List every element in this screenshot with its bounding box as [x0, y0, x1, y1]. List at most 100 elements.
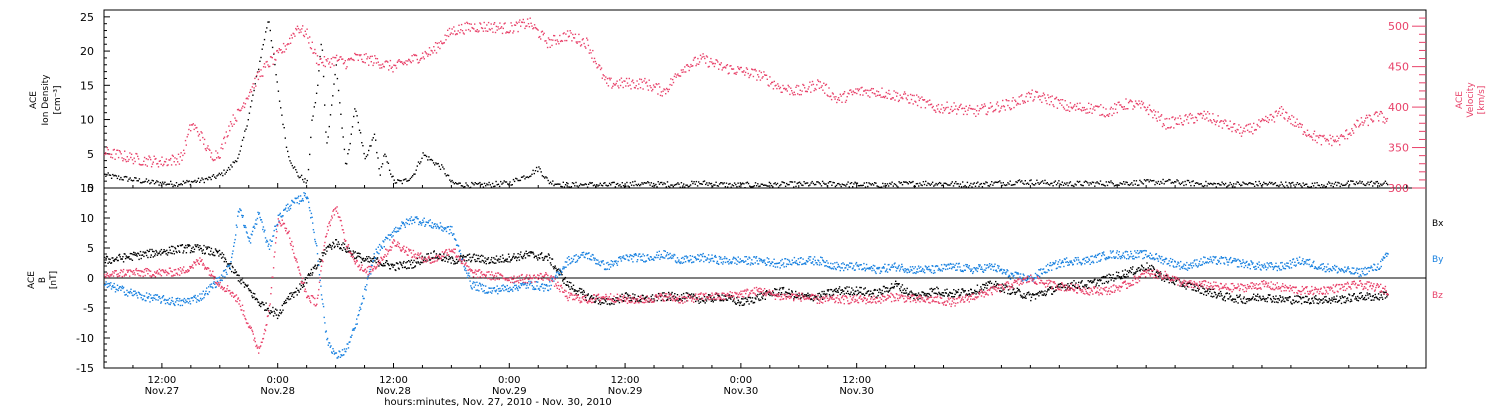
velocity-point — [1308, 133, 1310, 136]
velocity-point — [1050, 101, 1052, 103]
velocity-point — [283, 51, 286, 53]
velocity-point — [1157, 111, 1159, 113]
density-point — [994, 181, 996, 183]
b-point-bx — [1322, 298, 1324, 300]
b-point-bx — [676, 294, 679, 296]
velocity-point — [1232, 126, 1234, 128]
density-point — [869, 183, 871, 185]
density-point — [527, 176, 530, 179]
velocity-point — [135, 152, 137, 155]
velocity-point — [636, 80, 638, 82]
b-point-bx — [532, 253, 535, 255]
velocity-point — [995, 103, 998, 105]
velocity-point — [698, 63, 700, 65]
velocity-point — [653, 86, 656, 88]
density-point — [1339, 185, 1341, 188]
b-point-bx — [364, 258, 367, 260]
b-point-bx — [393, 264, 396, 266]
velocity-point — [1373, 113, 1376, 116]
density-point — [290, 162, 292, 164]
density-point — [481, 183, 483, 185]
b-point-bx — [334, 245, 336, 248]
b-point-by — [197, 295, 199, 297]
velocity-point — [519, 19, 521, 21]
density-point — [1345, 183, 1347, 186]
velocity-point — [344, 60, 346, 62]
b-point-by — [170, 299, 173, 302]
b-point-bx — [301, 286, 304, 288]
velocity-point — [1135, 102, 1138, 105]
velocity-point — [229, 129, 231, 132]
b-point-bx — [457, 260, 460, 262]
b-point-bx — [285, 299, 287, 302]
velocity-point — [1032, 100, 1034, 102]
b-point-bx — [237, 280, 240, 282]
b-point-by — [312, 222, 314, 224]
density-point — [247, 119, 249, 121]
b-point-bx — [148, 250, 150, 252]
velocity-point — [460, 29, 462, 31]
velocity-point — [797, 85, 800, 87]
b-point-bx — [1120, 276, 1122, 278]
b-point-bx — [965, 293, 968, 295]
b-point-bx — [669, 297, 671, 299]
b-point-by — [181, 299, 183, 302]
velocity-point — [405, 60, 407, 62]
density-point — [1243, 182, 1245, 184]
b-point-by — [347, 343, 349, 345]
b-point-bx — [878, 291, 880, 294]
b-point-bx — [333, 246, 336, 249]
b-point-bx — [1253, 298, 1256, 301]
velocity-point — [189, 124, 191, 126]
velocity-point — [258, 70, 260, 73]
b-point-bx — [1295, 300, 1297, 302]
b-point-by — [326, 337, 329, 340]
velocity-point — [764, 74, 767, 76]
b-point-bx — [800, 297, 802, 299]
density-point — [698, 181, 700, 183]
velocity-point — [775, 84, 777, 86]
b-point-bx — [1111, 277, 1114, 279]
density-point — [296, 171, 298, 173]
density-point — [187, 181, 189, 183]
velocity-point — [718, 68, 720, 70]
b-point-by — [302, 200, 304, 202]
b-point-bx — [517, 253, 519, 255]
b-point-bx — [433, 250, 435, 252]
b-point-bx — [498, 261, 500, 263]
velocity-point — [1207, 120, 1210, 122]
b-point-bx — [903, 288, 906, 290]
b-point-bx — [409, 261, 411, 263]
b-point-bx — [376, 258, 378, 260]
b-point-bx — [553, 266, 556, 269]
velocity-point — [201, 132, 203, 134]
velocity-point — [972, 108, 974, 110]
velocity-point — [130, 153, 133, 155]
density-point — [1140, 181, 1142, 183]
velocity-point — [1066, 104, 1068, 106]
b-point-by — [217, 277, 219, 279]
density-point — [424, 154, 427, 157]
density-point — [673, 184, 676, 186]
b-point-bx — [410, 259, 413, 261]
density-point — [343, 148, 346, 151]
density-point — [724, 186, 727, 188]
velocity-point — [621, 81, 623, 83]
velocity-point — [357, 59, 359, 61]
velocity-point — [424, 50, 426, 53]
b-point-bx — [709, 296, 712, 299]
b-point-bx — [1317, 302, 1320, 305]
b-point-bx — [185, 244, 187, 247]
velocity-point — [1335, 140, 1337, 143]
b-point-bx — [601, 302, 604, 304]
b-point-bx — [924, 292, 926, 295]
b-point-bx — [529, 251, 531, 253]
velocity-point — [432, 52, 434, 54]
density-point — [947, 184, 949, 186]
velocity-point — [593, 57, 596, 60]
b-point-by — [210, 283, 213, 285]
density-point — [1366, 183, 1368, 185]
b-point-bx — [1132, 266, 1134, 268]
density-point — [406, 180, 408, 182]
b-point-bx — [626, 297, 628, 300]
